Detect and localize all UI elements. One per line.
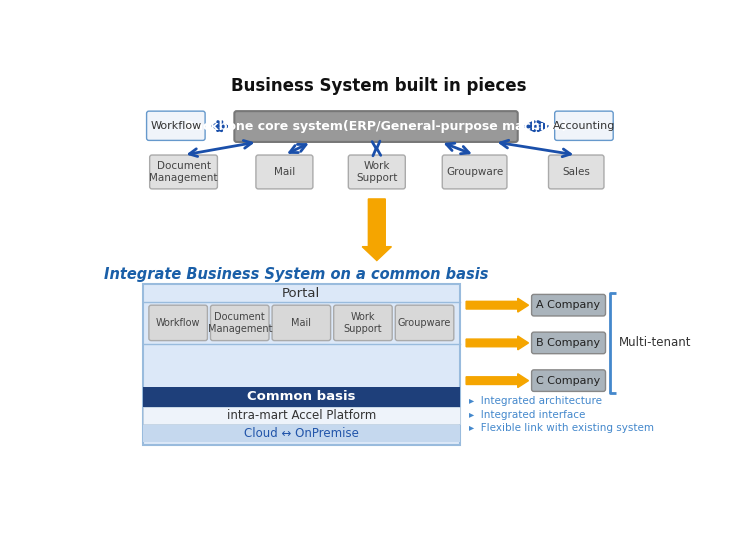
FancyBboxPatch shape [146,111,205,140]
FancyBboxPatch shape [531,332,605,353]
Text: B Company: B Company [537,338,601,348]
FancyBboxPatch shape [334,305,392,341]
Text: ▸  Integrated architecture: ▸ Integrated architecture [469,396,602,406]
Text: Workflow: Workflow [150,121,202,131]
Text: Accounting: Accounting [553,121,615,131]
Text: Backbone core system(ERP/General-purpose machine): Backbone core system(ERP/General-purpose… [185,120,567,133]
Text: Business System built in pieces: Business System built in pieces [231,77,526,95]
FancyBboxPatch shape [348,155,405,189]
Text: Mail: Mail [273,167,295,177]
Text: Document
Management: Document Management [208,312,272,334]
Text: A Company: A Company [537,300,601,310]
Text: Common basis: Common basis [247,391,355,403]
Text: Groupware: Groupware [446,167,503,177]
FancyBboxPatch shape [211,305,269,341]
FancyBboxPatch shape [531,294,605,316]
FancyBboxPatch shape [149,305,208,341]
Text: Portal: Portal [282,287,321,300]
Text: Workflow: Workflow [156,318,200,328]
FancyBboxPatch shape [234,111,518,142]
Text: Work
Support: Work Support [344,312,382,334]
Text: Cloud ↔ OnPremise: Cloud ↔ OnPremise [244,427,359,440]
Text: Mail: Mail [291,318,311,328]
FancyBboxPatch shape [548,155,604,189]
Text: Integrate Business System on a common basis: Integrate Business System on a common ba… [103,266,488,281]
FancyBboxPatch shape [395,305,454,341]
FancyBboxPatch shape [442,155,507,189]
Polygon shape [466,374,528,388]
Text: Groupware: Groupware [398,318,452,328]
Text: Multi-tenant: Multi-tenant [619,336,692,350]
Polygon shape [466,336,528,350]
FancyBboxPatch shape [531,370,605,392]
Bar [143,407,460,424]
FancyBboxPatch shape [150,155,217,189]
FancyBboxPatch shape [256,155,313,189]
Text: Document
Management: Document Management [149,161,218,183]
Text: ▸  Integrated interface: ▸ Integrated interface [469,409,585,419]
Polygon shape [466,298,528,312]
Polygon shape [362,199,392,260]
Text: Work
Support: Work Support [356,161,398,183]
Text: intra-mart Accel Platform: intra-mart Accel Platform [227,409,376,422]
Bar [143,425,460,442]
Text: ▸  Flexible link with existing system: ▸ Flexible link with existing system [469,423,654,433]
Text: Sales: Sales [562,167,590,177]
Bar [143,284,460,445]
Text: C Company: C Company [537,376,601,386]
FancyBboxPatch shape [555,111,613,140]
FancyBboxPatch shape [272,305,330,341]
Bar [143,387,460,407]
